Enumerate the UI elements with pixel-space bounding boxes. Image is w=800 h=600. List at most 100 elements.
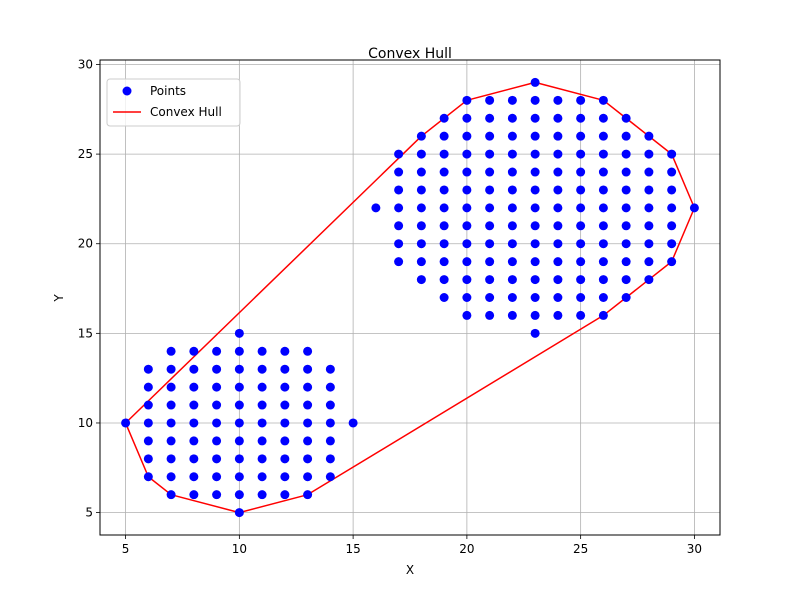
data-point <box>598 239 608 249</box>
data-point <box>166 364 176 374</box>
chart-title: Convex Hull <box>368 46 452 62</box>
data-point <box>530 221 540 231</box>
data-point <box>553 203 563 213</box>
legend-box <box>106 78 241 127</box>
x-tick-label: 30 <box>687 542 702 556</box>
data-point <box>439 293 449 302</box>
data-point <box>439 221 449 231</box>
data-point <box>303 364 313 374</box>
x-tick-label: 20 <box>459 542 474 556</box>
data-point <box>166 436 176 446</box>
legend: Points Convex Hull <box>106 78 241 127</box>
x-axis-ticks: 5 10 15 20 25 30 <box>122 535 702 556</box>
data-point <box>189 400 199 410</box>
data-point <box>462 149 472 159</box>
data-point <box>621 257 631 267</box>
data-point <box>394 203 404 213</box>
data-point <box>257 454 267 464</box>
data-point <box>280 346 290 356</box>
data-point <box>462 131 472 141</box>
data-point <box>576 275 586 285</box>
data-point <box>212 472 222 482</box>
legend-marker-points <box>122 86 132 96</box>
data-point <box>303 454 313 464</box>
data-point <box>485 149 495 159</box>
data-point <box>530 293 540 302</box>
data-point <box>598 95 608 105</box>
data-point <box>189 418 199 428</box>
data-point <box>507 257 517 267</box>
data-point <box>325 382 335 392</box>
data-point <box>371 203 381 213</box>
data-point <box>416 257 426 267</box>
data-point <box>485 131 495 141</box>
data-point <box>621 293 631 302</box>
data-point <box>576 131 586 141</box>
data-point <box>462 275 472 285</box>
y-tick-label: 30 <box>78 57 93 71</box>
y-tick-label: 15 <box>78 326 93 340</box>
data-point <box>576 167 586 177</box>
data-point <box>166 454 176 464</box>
data-point <box>212 346 222 356</box>
data-point <box>507 203 517 213</box>
data-point <box>485 221 495 231</box>
data-point <box>280 490 290 500</box>
data-point <box>303 346 313 356</box>
data-point <box>485 167 495 177</box>
data-point <box>257 400 267 410</box>
data-point <box>462 257 472 267</box>
data-point <box>439 239 449 249</box>
data-point <box>462 203 472 213</box>
data-point <box>121 418 131 428</box>
y-axis-ticks: 5 10 15 20 25 30 <box>78 57 100 520</box>
data-point <box>507 149 517 159</box>
data-point <box>667 257 677 267</box>
data-point <box>462 185 472 195</box>
data-point <box>394 185 404 195</box>
data-point <box>166 382 176 392</box>
data-point <box>507 113 517 123</box>
data-point <box>598 149 608 159</box>
data-point <box>576 257 586 267</box>
data-point <box>462 167 472 177</box>
data-point <box>485 185 495 195</box>
data-point <box>553 131 563 141</box>
data-point <box>485 257 495 267</box>
data-point <box>166 346 176 356</box>
data-point <box>280 382 290 392</box>
data-point <box>234 508 244 518</box>
data-point <box>212 436 222 446</box>
data-point <box>530 203 540 213</box>
data-point <box>234 364 244 374</box>
data-point <box>257 346 267 356</box>
data-point <box>507 221 517 231</box>
data-point <box>416 131 426 141</box>
data-point <box>189 454 199 464</box>
data-point <box>303 382 313 392</box>
data-point <box>212 382 222 392</box>
data-point <box>212 490 222 500</box>
data-point <box>416 203 426 213</box>
data-point <box>621 239 631 249</box>
data-point <box>462 293 472 302</box>
data-point <box>394 257 404 267</box>
data-point <box>212 418 222 428</box>
data-point <box>234 346 244 356</box>
data-point <box>280 436 290 446</box>
data-point <box>439 131 449 141</box>
data-point <box>143 454 153 464</box>
data-point <box>644 167 654 177</box>
data-point <box>576 149 586 159</box>
data-point <box>143 472 153 482</box>
grid-lines <box>100 60 720 535</box>
data-point <box>553 239 563 249</box>
legend-label-hull: Convex Hull <box>150 105 222 119</box>
data-point <box>598 275 608 285</box>
data-point <box>507 239 517 249</box>
data-point <box>598 167 608 177</box>
data-point <box>485 293 495 302</box>
data-point <box>485 275 495 285</box>
data-point <box>439 275 449 285</box>
data-point <box>644 257 654 267</box>
